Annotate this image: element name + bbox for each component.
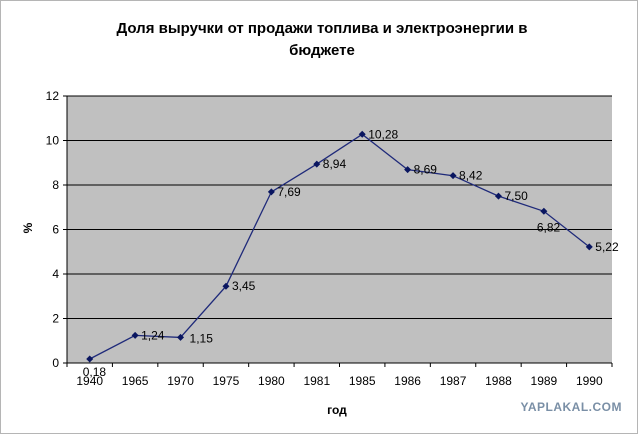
chart-title-line-1: Доля выручки от продажи топлива и электр… <box>117 20 528 37</box>
axes <box>63 95 613 367</box>
data-label-1989: 6,82 <box>537 220 561 234</box>
y-tick-label-2: 2 <box>52 312 59 326</box>
data-label-1987: 8,42 <box>459 169 483 183</box>
y-tick-label-6: 6 <box>52 223 59 237</box>
data-label-1970: 1,15 <box>190 331 214 345</box>
data-point-1975 <box>222 282 230 290</box>
data-labels: 0,18 1,24 1,15 3,45 7,69 8,94 10,28 8,69 8,42 7,5… <box>83 127 619 379</box>
x-tick-label-1988: 1988 <box>485 374 512 388</box>
data-label-1988: 7,50 <box>504 189 528 203</box>
data-label-1985: 10,28 <box>368 127 398 141</box>
x-tick-label-1987: 1987 <box>440 374 467 388</box>
data-markers <box>86 130 593 363</box>
data-point-1985 <box>358 130 366 138</box>
x-tick-label-1985: 1985 <box>349 374 376 388</box>
data-point-1940 <box>86 355 94 363</box>
data-point-1990 <box>585 243 593 251</box>
data-label-1975: 3,45 <box>232 279 256 293</box>
x-tick-label-1981: 1981 <box>303 374 330 388</box>
x-tick-label-1980: 1980 <box>258 374 285 388</box>
x-tick-label-1940: 1940 <box>76 374 103 388</box>
data-point-1965 <box>131 331 139 339</box>
y-tick-label-0: 0 <box>52 356 59 370</box>
x-tick-label-1975: 1975 <box>213 374 240 388</box>
data-point-1986 <box>404 166 412 174</box>
data-point-1988 <box>494 192 502 200</box>
x-tick-label-1965: 1965 <box>122 374 149 388</box>
y-axis-title: % <box>21 222 35 233</box>
data-point-1970 <box>177 333 185 341</box>
data-label-1981: 8,94 <box>323 157 347 171</box>
data-label-1980: 7,69 <box>277 185 301 199</box>
x-tick-label-1986: 1986 <box>394 374 421 388</box>
x-tick-label-1970: 1970 <box>167 374 194 388</box>
y-tick-label-8: 8 <box>52 178 59 192</box>
x-axis-title: год <box>327 403 347 417</box>
data-point-1981 <box>313 160 321 168</box>
data-point-1989 <box>540 207 548 215</box>
watermark: YAPLAKAL.COM <box>520 400 622 414</box>
x-tick-labels: 1940 1965 1970 1975 1980 1981 1985 1986 1987 1988… <box>76 374 603 388</box>
series-line <box>89 133 590 360</box>
chart-title-line-2: бюджете <box>289 42 355 59</box>
data-point-1980 <box>267 188 275 196</box>
y-tick-label-4: 4 <box>52 267 59 281</box>
data-label-1990: 5,22 <box>595 240 619 254</box>
data-label-1986: 8,69 <box>414 163 438 177</box>
y-tick-labels: 0 2 4 6 8 10 12 <box>46 89 60 370</box>
y-tick-label-12: 12 <box>46 89 60 103</box>
x-tick-label-1989: 1989 <box>531 374 558 388</box>
data-label-1965: 1,24 <box>141 328 165 342</box>
grid-lines <box>67 95 612 319</box>
y-tick-label-10: 10 <box>46 134 60 148</box>
data-point-1987 <box>449 172 457 180</box>
data-label-1940: 0,18 <box>83 365 107 379</box>
x-tick-label-1990: 1990 <box>576 374 603 388</box>
